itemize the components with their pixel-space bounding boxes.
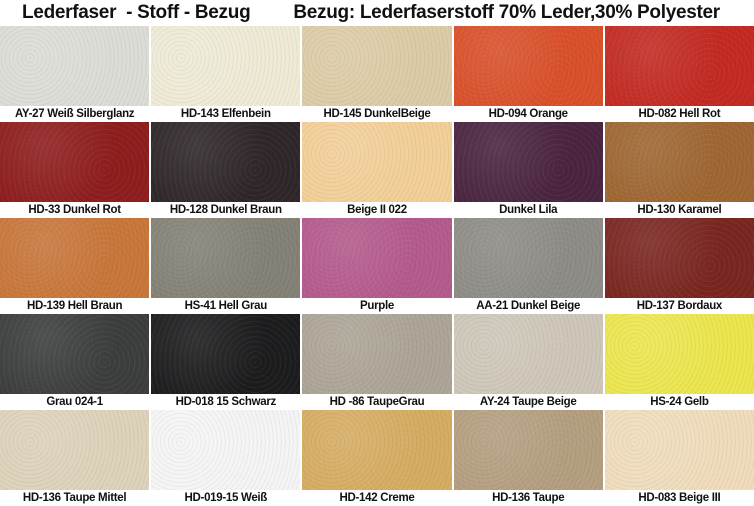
swatch-label: HD-33 Dunkel Rot	[0, 202, 150, 218]
swatch-item: HS-41 Hell Grau	[151, 218, 301, 314]
swatch-label: HD-142 Creme	[302, 490, 452, 506]
swatch-label: AA-21 Dunkel Beige	[453, 298, 603, 314]
swatch-item: HD-143 Elfenbein	[151, 26, 301, 122]
swatch-label: HD-128 Dunkel Braun	[151, 202, 301, 218]
swatch-label: HS-24 Gelb	[604, 394, 754, 410]
swatch-item: HD-136 Taupe Mittel	[0, 410, 150, 506]
swatch-item: HD-142 Creme	[302, 410, 452, 506]
swatch-label: HD-094 Orange	[453, 106, 603, 122]
swatch-label: AY-27 Weiß Silberglanz	[0, 106, 150, 122]
swatch-label: HD-145 DunkelBeige	[302, 106, 452, 122]
swatch-color	[453, 26, 603, 106]
swatch-item: HD-082 Hell Rot	[604, 26, 754, 122]
swatch-item: HD-083 Beige III	[604, 410, 754, 506]
swatch-item: HD-136 Taupe	[453, 410, 603, 506]
swatch-label: HD-136 Taupe Mittel	[0, 490, 150, 506]
swatch-color	[151, 218, 301, 298]
swatch-color	[302, 410, 452, 490]
swatch-item: HD-137 Bordaux	[604, 218, 754, 314]
swatch-color	[302, 26, 452, 106]
title-right: Bezug: Lederfaserstoff 70% Leder,30% Pol…	[293, 2, 720, 23]
swatch-color	[302, 218, 452, 298]
swatch-color	[604, 26, 754, 106]
swatch-label: HD-018 15 Schwarz	[151, 394, 301, 410]
swatch-label: HD-139 Hell Braun	[0, 298, 150, 314]
swatch-item: Grau 024-1	[0, 314, 150, 410]
swatch-item: HD-128 Dunkel Braun	[151, 122, 301, 218]
swatch-label: HD-143 Elfenbein	[151, 106, 301, 122]
swatch-color	[302, 314, 452, 394]
swatch-label: Grau 024-1	[0, 394, 150, 410]
swatch-label: Dunkel Lila	[453, 202, 603, 218]
swatch-label: HD-136 Taupe	[453, 490, 603, 506]
swatch-color	[453, 122, 603, 202]
swatch-label: HD-082 Hell Rot	[604, 106, 754, 122]
swatch-color	[151, 122, 301, 202]
swatch-color	[604, 314, 754, 394]
swatch-item: HD-130 Karamel	[604, 122, 754, 218]
swatch-item: AA-21 Dunkel Beige	[453, 218, 603, 314]
swatch-label: HD-019-15 Weiß	[151, 490, 301, 506]
swatch-item: Dunkel Lila	[453, 122, 603, 218]
swatch-color	[151, 26, 301, 106]
swatch-item: HD -86 TaupeGrau	[302, 314, 452, 410]
swatch-label: Purple	[302, 298, 452, 314]
swatch-item: HS-24 Gelb	[604, 314, 754, 410]
swatch-label: HS-41 Hell Grau	[151, 298, 301, 314]
page-title: Lederfaser - Stoff - Bezug Bezug: Lederf…	[0, 0, 754, 26]
swatch-item: Purple	[302, 218, 452, 314]
swatch-item: AY-27 Weiß Silberglanz	[0, 26, 150, 122]
swatch-item: HD-33 Dunkel Rot	[0, 122, 150, 218]
swatch-item: HD-094 Orange	[453, 26, 603, 122]
swatch-color	[604, 122, 754, 202]
swatch-grid: AY-27 Weiß Silberglanz HD-143 Elfenbein HD…	[0, 26, 754, 506]
swatch-color	[453, 314, 603, 394]
swatch-item: AY-24 Taupe Beige	[453, 314, 603, 410]
swatch-color	[0, 410, 150, 490]
swatch-color	[0, 314, 150, 394]
swatch-color	[453, 218, 603, 298]
swatch-color	[453, 410, 603, 490]
swatch-label: AY-24 Taupe Beige	[453, 394, 603, 410]
swatch-color	[0, 218, 150, 298]
swatch-item: HD-145 DunkelBeige	[302, 26, 452, 122]
swatch-color	[151, 314, 301, 394]
swatch-item: HD-139 Hell Braun	[0, 218, 150, 314]
swatch-label: HD-083 Beige III	[604, 490, 754, 506]
swatch-item: HD-019-15 Weiß	[151, 410, 301, 506]
swatch-color	[151, 410, 301, 490]
swatch-label: HD-137 Bordaux	[604, 298, 754, 314]
swatch-color	[0, 122, 150, 202]
swatch-color	[604, 218, 754, 298]
swatch-item: HD-018 15 Schwarz	[151, 314, 301, 410]
swatch-label: HD -86 TaupeGrau	[302, 394, 452, 410]
swatch-item: Beige II 022	[302, 122, 452, 218]
swatch-color	[302, 122, 452, 202]
swatch-label: Beige II 022	[302, 202, 452, 218]
swatch-label: HD-130 Karamel	[604, 202, 754, 218]
title-left: Lederfaser - Stoff - Bezug	[22, 2, 251, 23]
swatch-color	[604, 410, 754, 490]
swatch-color	[0, 26, 150, 106]
